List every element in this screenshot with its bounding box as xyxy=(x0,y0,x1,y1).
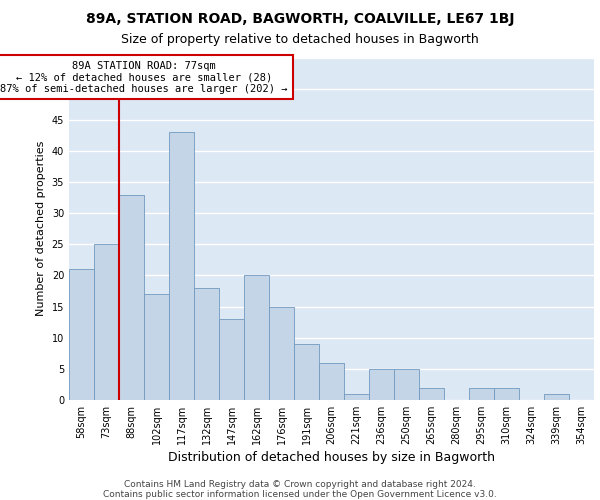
Bar xyxy=(219,319,244,400)
X-axis label: Distribution of detached houses by size in Bagworth: Distribution of detached houses by size … xyxy=(168,451,495,464)
Bar xyxy=(269,306,294,400)
Text: Size of property relative to detached houses in Bagworth: Size of property relative to detached ho… xyxy=(121,32,479,46)
Bar xyxy=(494,388,519,400)
Bar xyxy=(544,394,569,400)
Text: 89A, STATION ROAD, BAGWORTH, COALVILLE, LE67 1BJ: 89A, STATION ROAD, BAGWORTH, COALVILLE, … xyxy=(86,12,514,26)
Bar xyxy=(244,276,269,400)
Bar xyxy=(144,294,169,400)
Bar xyxy=(119,194,144,400)
Bar xyxy=(169,132,194,400)
Bar xyxy=(344,394,369,400)
Text: 89A STATION ROAD: 77sqm
← 12% of detached houses are smaller (28)
87% of semi-de: 89A STATION ROAD: 77sqm ← 12% of detache… xyxy=(0,60,288,94)
Bar xyxy=(69,269,94,400)
Bar xyxy=(419,388,444,400)
Bar xyxy=(469,388,494,400)
Bar xyxy=(194,288,219,400)
Bar xyxy=(294,344,319,400)
Text: Contains HM Land Registry data © Crown copyright and database right 2024.
Contai: Contains HM Land Registry data © Crown c… xyxy=(103,480,497,499)
Bar xyxy=(369,369,394,400)
Bar xyxy=(319,362,344,400)
Y-axis label: Number of detached properties: Number of detached properties xyxy=(36,141,46,316)
Bar xyxy=(394,369,419,400)
Bar xyxy=(94,244,119,400)
